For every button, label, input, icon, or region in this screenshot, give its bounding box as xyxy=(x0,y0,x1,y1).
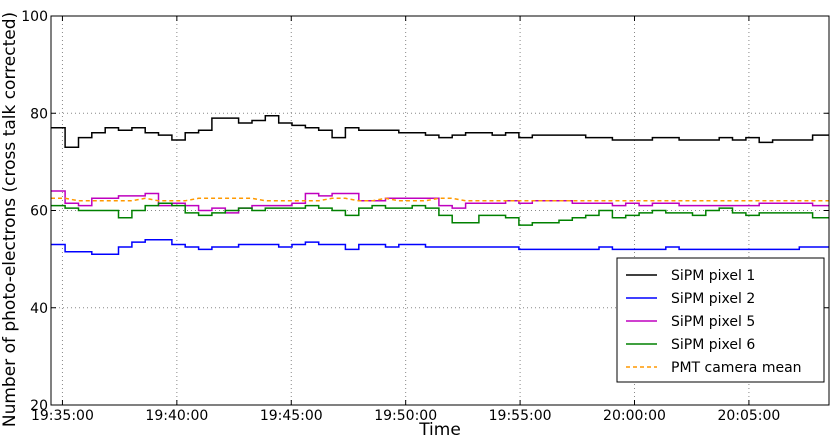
legend-label-3: SiPM pixel 5 xyxy=(671,314,755,330)
y-axis-label: Number of photo-electrons (cross talk co… xyxy=(0,12,20,427)
y-tick-label: 100 xyxy=(21,9,48,25)
series-line-5 xyxy=(51,197,829,202)
series-line-3 xyxy=(51,190,829,214)
x-tick-label: 19:50:00 xyxy=(374,408,437,424)
series-line-1 xyxy=(51,114,829,149)
x-axis-label: Time xyxy=(418,420,461,437)
legend-label-5: PMT camera mean xyxy=(671,360,802,376)
legend-label-1: SiPM pixel 1 xyxy=(671,268,755,284)
x-tick-label: 20:05:00 xyxy=(717,408,780,424)
x-tick-label: 19:55:00 xyxy=(489,408,552,424)
x-tick-label: 19:40:00 xyxy=(145,408,208,424)
y-tick-label: 80 xyxy=(30,106,48,122)
series-line-4 xyxy=(51,202,829,226)
legend: SiPM pixel 1 SiPM pixel 2 SiPM pixel 5 SiPM… xyxy=(616,257,825,383)
x-tick-label: 19:45:00 xyxy=(260,408,323,424)
legend-label-2: SiPM pixel 2 xyxy=(671,291,755,307)
series-line-2 xyxy=(51,238,829,256)
y-tick-label: 20 xyxy=(30,398,48,414)
legend-label-4: SiPM pixel 6 xyxy=(671,337,755,353)
x-tick-label: 20:00:00 xyxy=(603,408,666,424)
series-layer xyxy=(51,114,829,256)
x-tick-label: 19:35:00 xyxy=(31,408,94,424)
y-tick-label: 40 xyxy=(30,301,48,317)
y-tick-label: 60 xyxy=(30,204,48,220)
legend-box xyxy=(616,257,825,383)
ticks: 19:35:00 19:40:00 19:45:00 19:50:00 19:55:00… xyxy=(21,9,829,424)
